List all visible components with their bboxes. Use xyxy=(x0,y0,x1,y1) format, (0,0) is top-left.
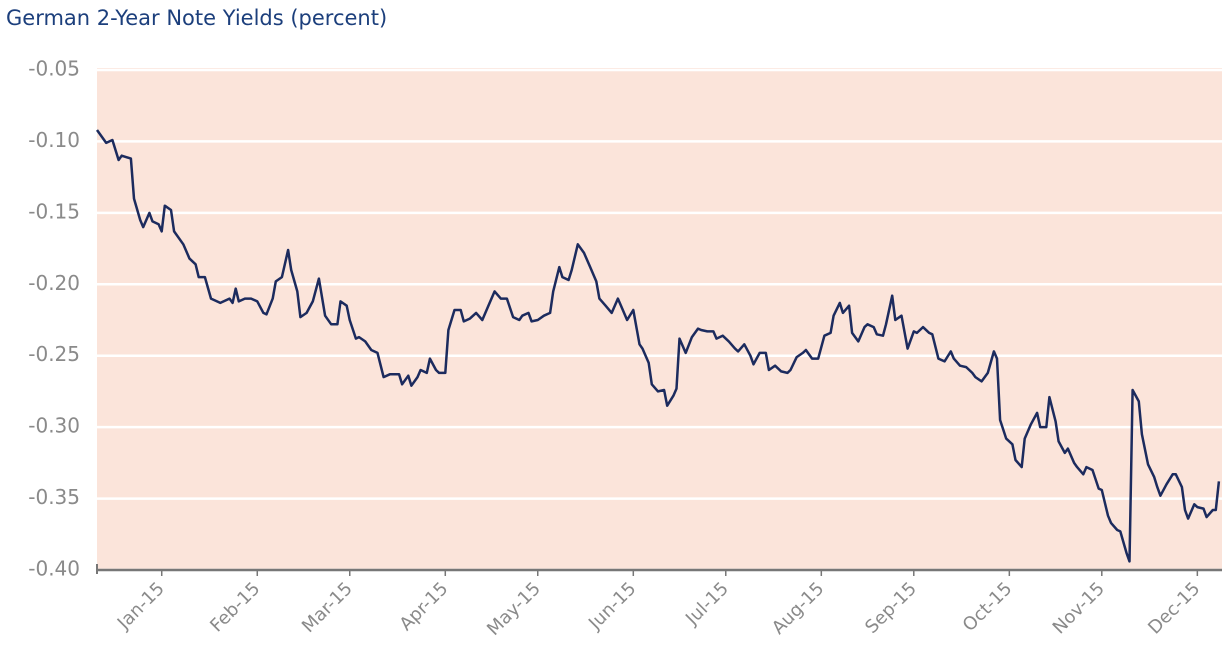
x-tick-label: Jan-15 xyxy=(113,578,169,634)
series-line xyxy=(95,129,1221,563)
y-tick-label: -0.05 xyxy=(28,57,80,81)
x-tick-label: Jun-15 xyxy=(584,578,640,634)
plot-background xyxy=(97,68,1222,570)
chart-title: German 2-Year Note Yields (percent) xyxy=(6,6,387,30)
y-tick-label: -0.40 xyxy=(28,557,80,581)
x-tick-label: May-15 xyxy=(483,578,545,640)
y-tick-label: -0.10 xyxy=(28,128,80,152)
x-tick-label: Aug-15 xyxy=(768,578,828,638)
x-tick-label: Sep-15 xyxy=(861,578,921,638)
x-tick-label: Mar-15 xyxy=(298,578,357,637)
x-tick-label: Feb-15 xyxy=(206,578,264,636)
y-tick-label: -0.30 xyxy=(28,414,80,438)
y-tick-label: -0.25 xyxy=(28,342,80,366)
x-tick-label: Dec-15 xyxy=(1144,578,1204,638)
x-tick-label: Jul-15 xyxy=(681,578,733,630)
y-tick-label: -0.20 xyxy=(28,271,80,295)
y-tick-label: -0.35 xyxy=(28,485,80,509)
x-tick-label: Apr-15 xyxy=(396,578,453,635)
x-tick-label: Oct-15 xyxy=(959,578,1017,636)
x-tick-label: Nov-15 xyxy=(1049,578,1109,638)
y-tick-label: -0.15 xyxy=(28,199,80,223)
